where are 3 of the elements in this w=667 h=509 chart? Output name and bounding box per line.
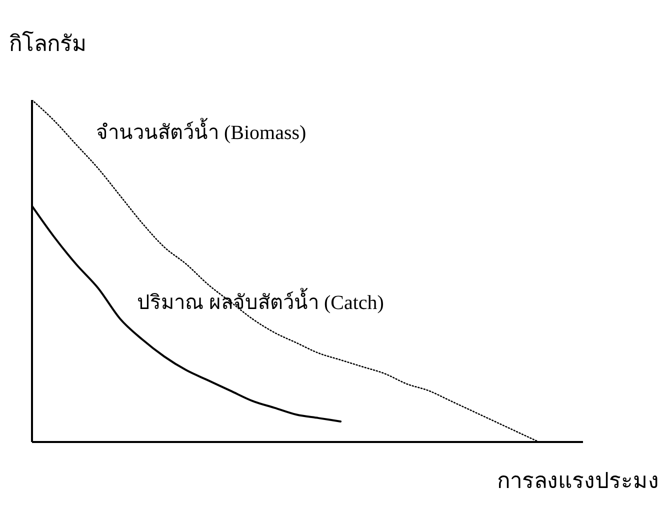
y-axis-title: กิโลกรัม: [9, 30, 87, 58]
series-label: จำนวนสัตว์น้ำ (Biomass): [96, 116, 306, 146]
x-axis-title: การลงแรงประมง: [497, 467, 659, 495]
